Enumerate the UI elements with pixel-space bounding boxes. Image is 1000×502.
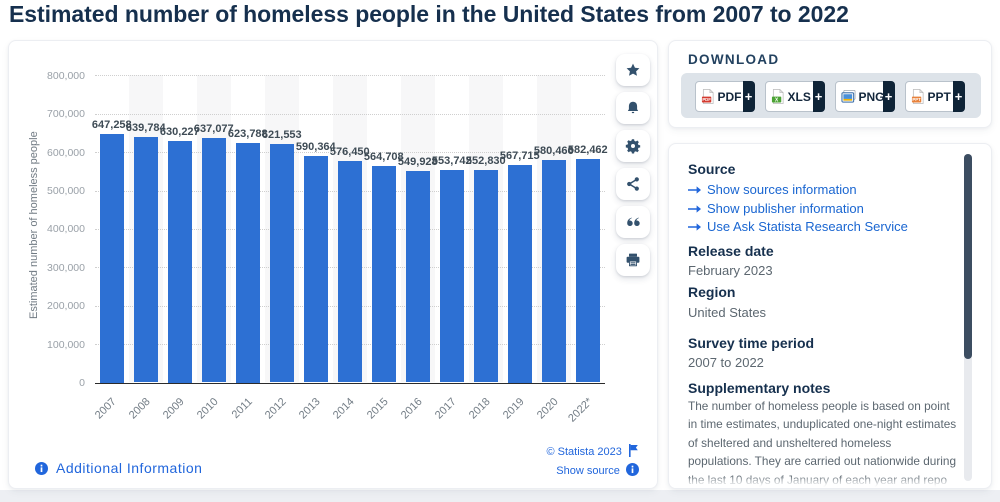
svg-text:PDF: PDF [702, 97, 711, 102]
svg-text:PPT: PPT [912, 97, 921, 102]
svg-text:X: X [774, 97, 778, 103]
